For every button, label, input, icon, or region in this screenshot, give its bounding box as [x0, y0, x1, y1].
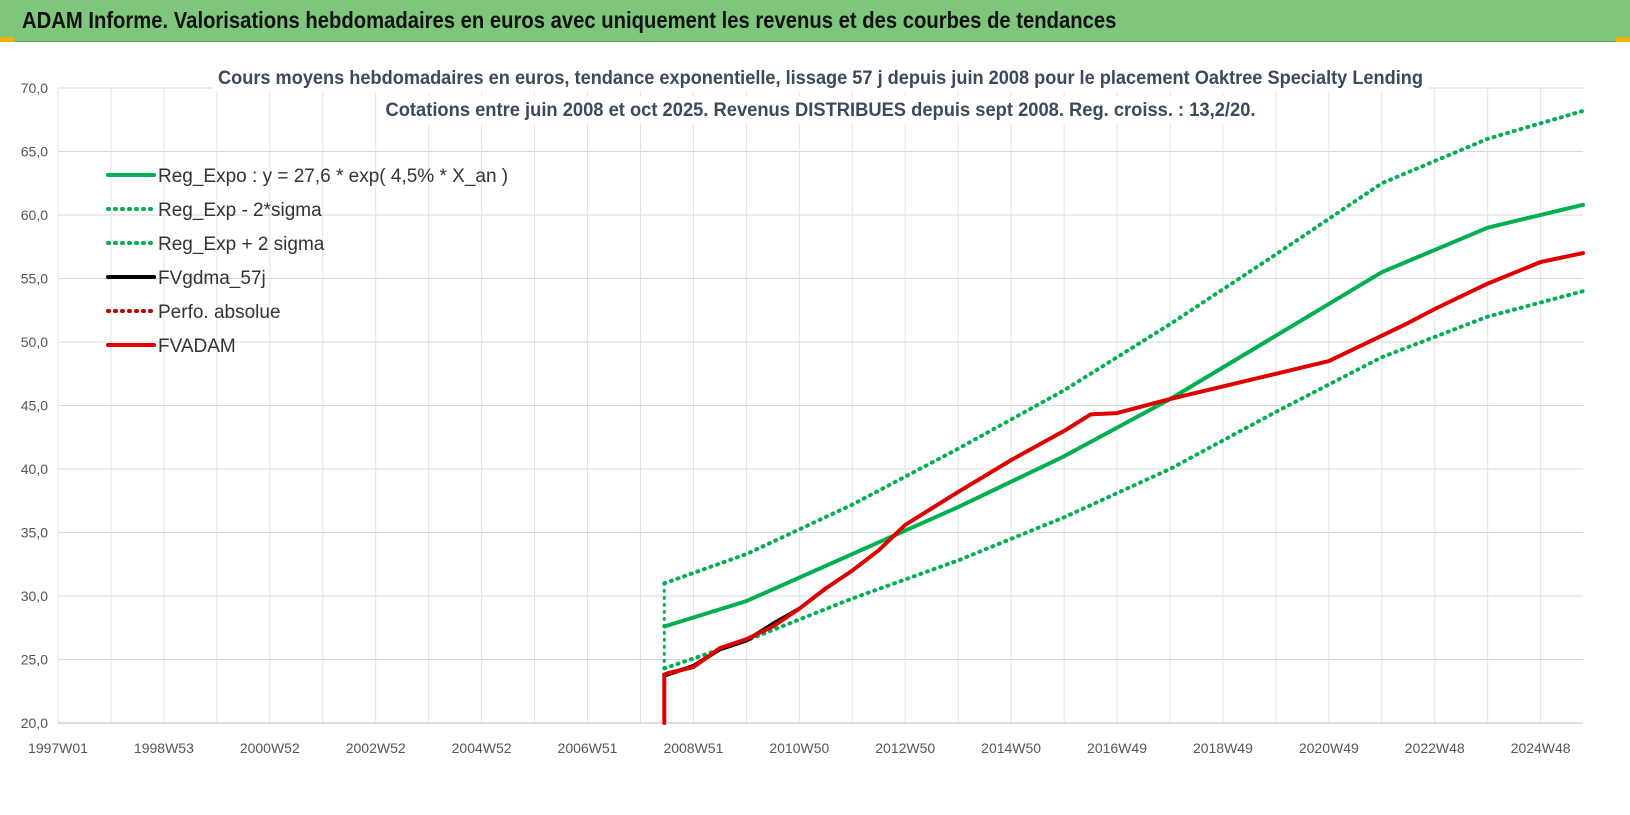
y-tick-label: 45,0	[21, 398, 48, 414]
axes: 20,0 25,0 30,0 35,0 40,0 45,0 50,0 55,0 60,0 65,0…	[21, 80, 1583, 756]
y-tick-label: 30,0	[21, 588, 48, 604]
legend-label: Reg_Expo : y = 27,6 * exp( 4,5% * X_an )	[158, 166, 508, 187]
series-line	[662, 108, 1585, 586]
x-tick-label: 2020W49	[1299, 740, 1359, 756]
x-tick-label: 2022W48	[1405, 740, 1465, 756]
chart-title-line: Cotations entre juin 2008 et oct 2025. R…	[386, 100, 1256, 121]
x-tick-label: 2004W52	[452, 740, 512, 756]
chart-title-background	[212, 64, 1429, 92]
legend-label: Perfo. absolue	[158, 302, 281, 323]
x-tick-label: 1998W53	[134, 740, 194, 756]
y-tick-label: 40,0	[21, 461, 48, 477]
y-tick-label: 25,0	[21, 652, 48, 668]
y-tick-label: 35,0	[21, 525, 48, 541]
corner-marker-right	[1616, 37, 1630, 42]
x-tick-label: 2002W52	[346, 740, 406, 756]
series-line	[662, 289, 1585, 671]
x-tick-label: 2014W50	[981, 740, 1041, 756]
x-tick-label: 1997W01	[28, 740, 88, 756]
series-area	[662, 108, 1585, 725]
legend-label: Reg_Exp + 2 sigma	[158, 234, 325, 255]
y-tick-label: 20,0	[21, 715, 48, 731]
chart-title-background	[379, 96, 1262, 124]
y-tick-label: 70,0	[21, 80, 48, 96]
series-line	[662, 202, 1585, 629]
legend-label: FVgdma_57j	[158, 268, 266, 289]
header-bar: ADAM Informe. Valorisations hebdomadaire…	[0, 0, 1630, 42]
x-tick-label: 2000W52	[240, 740, 300, 756]
legend-label: Reg_Exp - 2*sigma	[158, 200, 322, 221]
legend-label: FVADAM	[158, 336, 236, 357]
y-tick-label: 60,0	[21, 207, 48, 223]
x-tick-label: 2010W50	[769, 740, 829, 756]
x-tick-label: 2016W49	[1087, 740, 1147, 756]
header-title: ADAM Informe. Valorisations hebdomadaire…	[22, 7, 1117, 33]
chart-title-line: Cours moyens hebdomadaires en euros, ten…	[218, 68, 1423, 89]
chart-title: Cours moyens hebdomadaires en euros, ten…	[212, 64, 1429, 124]
x-tick-label: 2006W51	[558, 740, 618, 756]
legend: Reg_Expo : y = 27,6 * exp( 4,5% * X_an )…	[106, 166, 508, 357]
x-tick-label: 2008W51	[663, 740, 723, 756]
x-tick-label: 2018W49	[1193, 740, 1253, 756]
series-line	[662, 251, 1585, 725]
chart: 20,0 25,0 30,0 35,0 40,0 45,0 50,0 55,0 60,0 65,0…	[21, 64, 1585, 756]
x-tick-label: 2024W48	[1511, 740, 1571, 756]
x-tick-label: 2012W50	[875, 740, 935, 756]
corner-marker-left	[0, 37, 14, 42]
y-tick-label: 50,0	[21, 334, 48, 350]
y-tick-label: 55,0	[21, 271, 48, 287]
y-tick-label: 65,0	[21, 144, 48, 160]
